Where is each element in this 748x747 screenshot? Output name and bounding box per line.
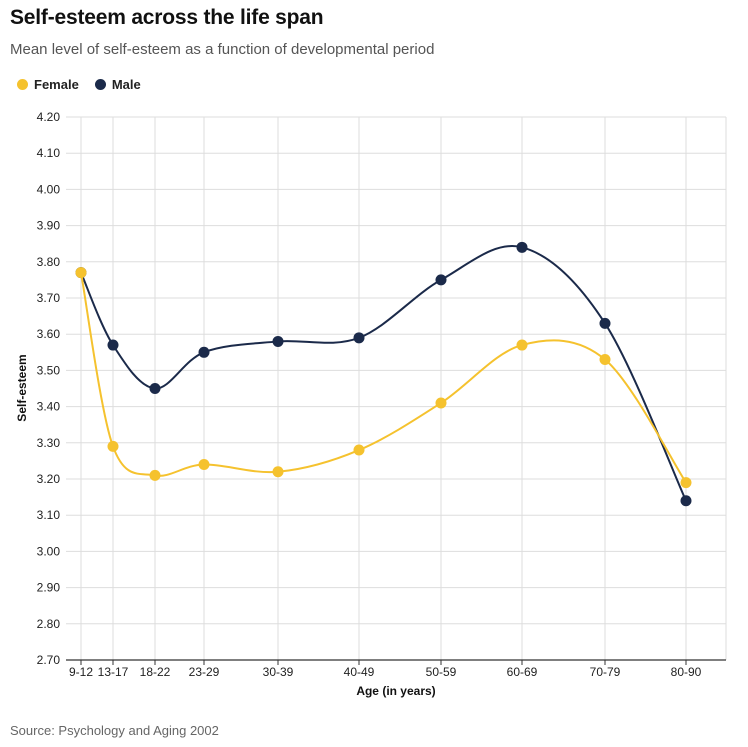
x-tick-label: 40-49	[344, 665, 375, 679]
x-tick-label: 18-22	[140, 665, 171, 679]
data-point-male[interactable]	[599, 317, 611, 329]
data-point-male[interactable]	[198, 346, 210, 358]
data-point-female[interactable]	[75, 267, 87, 279]
data-point-female[interactable]	[107, 440, 119, 452]
y-tick-label: 3.70	[37, 291, 61, 305]
legend-label-male: Male	[111, 77, 141, 92]
data-point-female[interactable]	[680, 477, 692, 489]
y-tick-label: 3.30	[37, 436, 61, 450]
y-tick-label: 3.40	[37, 400, 61, 414]
series-line-male	[80, 245, 687, 502]
series-line-female	[80, 272, 687, 484]
chart-title: Self-esteem across the life span	[10, 6, 324, 29]
legend-swatch-female	[17, 79, 28, 90]
legend: Female Male	[17, 77, 141, 92]
x-tick-label: 9-12	[69, 665, 93, 679]
legend-item-female[interactable]: Female	[17, 77, 79, 92]
x-tick-label: 23-29	[189, 665, 220, 679]
y-tick-label: 2.90	[37, 581, 61, 595]
grid	[66, 116, 727, 661]
data-point-female[interactable]	[435, 397, 447, 409]
data-point-female[interactable]	[198, 459, 210, 471]
y-tick-label: 2.80	[37, 617, 61, 631]
data-point-male[interactable]	[272, 335, 284, 347]
axes: 2.70 2.80 2.90 3.00 3.10 3.20 3.30 3.40 3.50 3.60…	[37, 110, 726, 679]
y-tick-label: 3.50	[37, 363, 61, 377]
x-tick-label: 30-39	[263, 665, 294, 679]
legend-swatch-male	[94, 79, 106, 90]
series	[75, 241, 692, 507]
data-point-male[interactable]	[107, 339, 119, 351]
data-point-male[interactable]	[680, 495, 692, 507]
y-tick-label: 3.20	[37, 472, 61, 486]
legend-label-female: Female	[34, 77, 79, 92]
data-point-female[interactable]	[353, 444, 365, 456]
y-axis-title: Self-esteem	[15, 354, 29, 421]
y-tick-label: 3.00	[37, 544, 61, 558]
legend-item-male[interactable]: Male	[94, 77, 141, 92]
y-tick-label: 4.00	[37, 182, 61, 196]
y-tick-label: 3.60	[37, 327, 61, 341]
y-tick-label: 3.10	[37, 508, 61, 522]
data-point-male[interactable]	[149, 383, 161, 394]
data-point-male[interactable]	[516, 241, 528, 253]
y-tick-label: 3.80	[37, 255, 61, 269]
x-tick-label: 13-17	[98, 665, 129, 679]
x-tick-label: 70-79	[590, 665, 621, 679]
data-point-female[interactable]	[149, 469, 161, 481]
y-tick-label: 4.10	[37, 146, 61, 160]
y-tick-label: 4.20	[37, 110, 61, 124]
data-point-female[interactable]	[272, 466, 284, 478]
x-tick-label: 50-59	[426, 665, 457, 679]
source-note: Source: Psychology and Aging 2002	[10, 723, 219, 738]
y-tick-label: 3.90	[37, 219, 61, 233]
data-point-male[interactable]	[353, 332, 365, 344]
x-tick-label: 80-90	[671, 665, 702, 679]
x-axis-title: Age (in years)	[356, 684, 435, 698]
y-tick-label: 2.70	[37, 653, 61, 667]
data-point-female[interactable]	[516, 339, 528, 351]
x-tick-label: 60-69	[507, 665, 538, 679]
data-point-female[interactable]	[599, 354, 611, 366]
chart-subtitle: Mean level of self-esteem as a function …	[10, 41, 435, 58]
data-point-male[interactable]	[435, 274, 447, 286]
